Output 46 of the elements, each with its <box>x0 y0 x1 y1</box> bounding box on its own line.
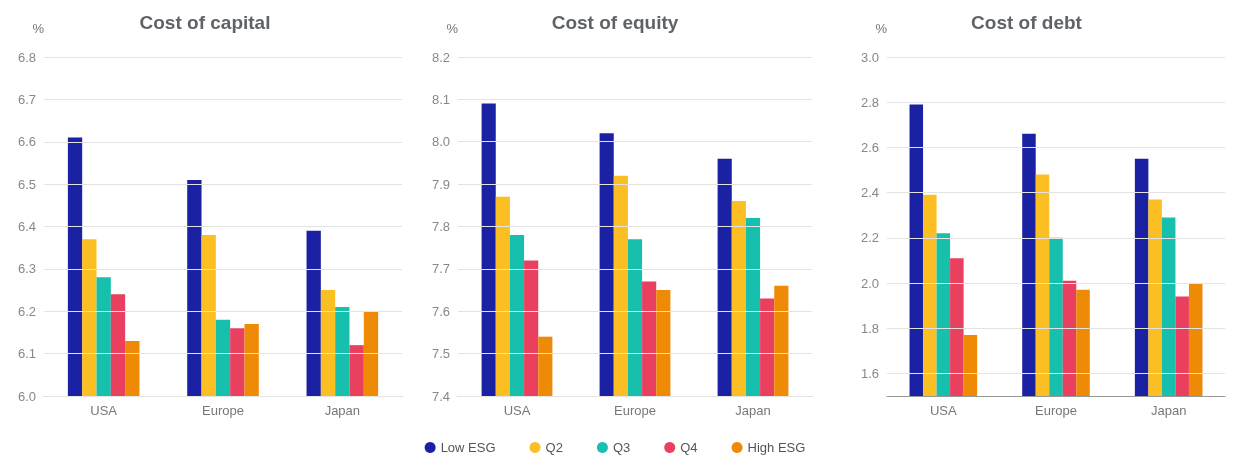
chart-title: Cost of equity <box>551 12 679 33</box>
legend-label: Q2 <box>545 440 563 455</box>
legend-label: Q4 <box>680 440 698 455</box>
y-tick-label: 6.8 <box>17 49 36 65</box>
legend-label: High ESG <box>747 440 806 455</box>
y-tick-label: 6.7 <box>17 91 36 107</box>
x-tick-label: Europe <box>1035 403 1077 418</box>
y-axis-title: % <box>446 21 459 36</box>
y-tick-label: 7.5 <box>431 346 450 362</box>
y-tick-label: 2.0 <box>860 275 879 291</box>
y-tick-label: 6.5 <box>17 176 36 192</box>
y-tick-label: 6.2 <box>17 303 36 319</box>
y-tick-label: 7.7 <box>431 261 450 277</box>
y-tick-label: 6.1 <box>17 346 36 362</box>
y-axis-title: % <box>32 21 45 36</box>
y-axis-title: % <box>875 21 888 36</box>
y-tick-label: 8.2 <box>431 49 450 65</box>
y-tick-label: 8.0 <box>431 134 450 150</box>
y-tick-label: 2.4 <box>860 185 879 201</box>
y-tick-label: 1.8 <box>860 320 879 336</box>
x-tick-label: Japan <box>324 403 361 418</box>
legend-label: Low ESG <box>440 440 496 455</box>
y-tick-label: 2.8 <box>860 94 879 110</box>
y-tick-label: 1.6 <box>860 365 879 381</box>
x-tick-label: Europe <box>614 403 656 418</box>
legend-label: Q3 <box>612 440 631 455</box>
y-tick-label: 2.2 <box>860 230 879 246</box>
y-tick-label: 7.9 <box>431 176 450 192</box>
x-tick-label: Japan <box>735 403 771 418</box>
y-tick-label: 7.6 <box>431 303 450 319</box>
chart-title: Cost of debt <box>971 12 1083 33</box>
y-tick-label: 6.4 <box>17 219 36 234</box>
y-tick-label: 8.1 <box>431 91 450 107</box>
x-tick-label: USA <box>503 403 531 418</box>
y-tick-label: 7.4 <box>431 388 450 404</box>
x-tick-label: USA <box>929 403 958 418</box>
chart-title: Cost of capital <box>139 12 271 33</box>
y-tick-label: 7.8 <box>431 219 450 234</box>
y-tick-label: 6.3 <box>17 261 36 277</box>
y-tick-label: 2.6 <box>860 139 879 155</box>
y-tick-label: 3.0 <box>860 49 879 65</box>
x-tick-label: Europe <box>202 403 244 418</box>
y-tick-label: 6.0 <box>17 388 36 404</box>
y-tick-label: 6.6 <box>17 134 36 150</box>
x-tick-label: USA <box>90 403 118 418</box>
x-tick-label: Japan <box>1150 403 1187 418</box>
